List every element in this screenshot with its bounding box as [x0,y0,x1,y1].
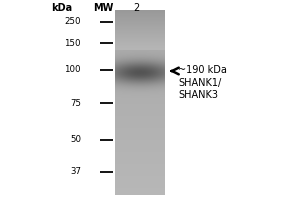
Text: 250: 250 [64,18,81,26]
Text: 37: 37 [70,168,81,176]
Text: 150: 150 [64,38,81,47]
Text: kDa: kDa [51,3,72,13]
Text: SHANK1/: SHANK1/ [178,78,222,88]
Text: MW: MW [93,3,114,13]
Text: 2: 2 [134,3,140,13]
Text: 75: 75 [70,98,81,108]
Text: 50: 50 [70,136,81,144]
Text: 100: 100 [64,66,81,74]
Text: SHANK3: SHANK3 [178,90,218,100]
Text: ~190 kDa: ~190 kDa [178,65,227,75]
